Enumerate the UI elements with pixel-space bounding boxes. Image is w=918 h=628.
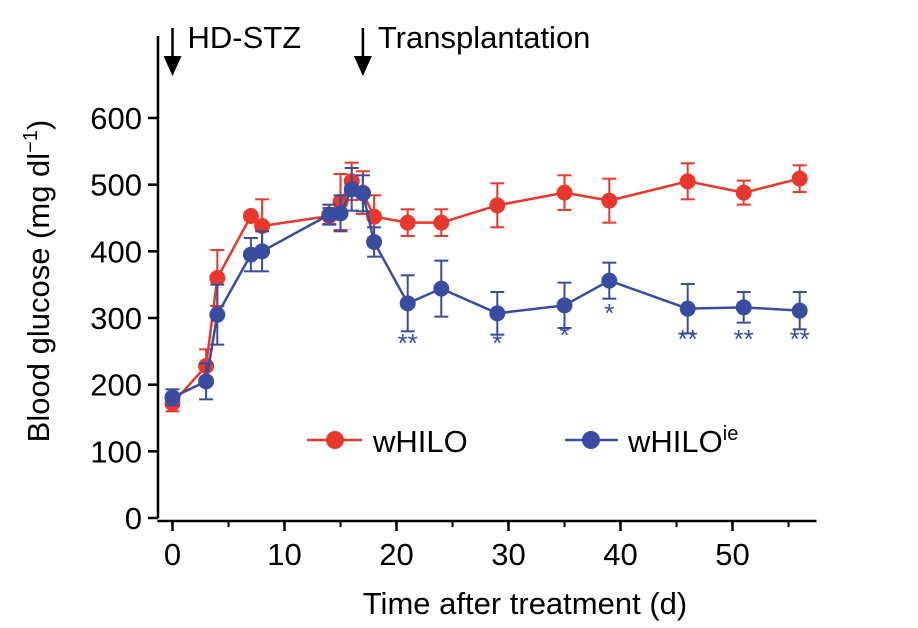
legend-item: wHILOie xyxy=(565,423,738,459)
y-tick-label: 200 xyxy=(90,368,142,403)
data-point xyxy=(399,295,416,312)
data-point xyxy=(679,300,696,317)
legend-marker xyxy=(326,431,344,449)
y-tick-label: 500 xyxy=(90,168,142,203)
series-layer xyxy=(164,161,808,413)
series-line xyxy=(171,177,801,405)
y-axis-title-close: ) xyxy=(21,120,56,130)
annotation-arrow-head xyxy=(353,56,372,76)
series-whilo xyxy=(164,161,808,413)
data-point xyxy=(735,184,752,201)
y-tick-label: 0 xyxy=(125,501,142,536)
y-tick-label: 600 xyxy=(90,101,142,136)
x-tick-label: 20 xyxy=(379,537,413,572)
x-tick-label: 50 xyxy=(715,537,749,572)
data-point xyxy=(601,192,618,209)
data-point xyxy=(489,197,506,214)
legend-label: wHILO xyxy=(372,424,468,459)
data-point xyxy=(556,297,573,314)
data-point xyxy=(254,217,271,234)
significance-marker: ** xyxy=(398,328,418,358)
data-point xyxy=(164,389,181,406)
data-point xyxy=(399,214,416,231)
data-point xyxy=(735,299,752,316)
legend-label-text: wHILO xyxy=(627,424,723,459)
significance-marker: * xyxy=(492,328,502,358)
data-point xyxy=(254,243,271,260)
data-point xyxy=(791,302,808,319)
legend-label-text: wHILO xyxy=(372,424,468,459)
data-point xyxy=(209,306,226,323)
significance-markers: ** * **** ** ** xyxy=(398,298,810,358)
series-whiloie xyxy=(164,166,808,407)
data-point xyxy=(489,305,506,322)
data-point xyxy=(209,269,226,286)
y-axis-title-main: Blood glucose (mg dl xyxy=(21,153,56,443)
annotation-label: Transplantation xyxy=(378,20,591,55)
data-point xyxy=(198,373,215,390)
x-axis-title: Time after treatment (d) xyxy=(363,586,687,621)
x-tick-label: 30 xyxy=(491,537,525,572)
y-tick-label: 400 xyxy=(90,234,142,269)
legend-label-superscript: ie xyxy=(723,423,739,445)
significance-marker: ** xyxy=(678,324,698,354)
y-axis-title: Blood glucose (mg dl−1) xyxy=(20,120,56,443)
significance-marker: * xyxy=(604,298,614,328)
legend-label: wHILOie xyxy=(627,423,738,459)
legend-marker xyxy=(582,431,600,449)
significance-marker: * xyxy=(559,320,569,350)
significance-marker: ** xyxy=(734,324,754,354)
legend: wHILO wHILOie xyxy=(307,423,738,459)
axis-titles: Time after treatment (d) Blood glucose (… xyxy=(20,120,687,621)
x-tick-label: 10 xyxy=(267,537,301,572)
data-point xyxy=(242,207,259,224)
x-tick-label: 40 xyxy=(603,537,637,572)
series-line xyxy=(171,188,800,399)
x-tick-label: 0 xyxy=(164,537,181,572)
annotation-arrow-head xyxy=(163,56,182,76)
data-point xyxy=(354,185,371,202)
legend-item: wHILO xyxy=(307,424,468,459)
y-axis-title-superscript: −1 xyxy=(20,130,42,153)
annotations: HD-STZ Transplantation xyxy=(163,20,591,76)
data-point xyxy=(601,272,618,289)
data-point xyxy=(332,205,349,222)
annotation-label: HD-STZ xyxy=(188,20,302,55)
data-point xyxy=(433,214,450,231)
y-tick-label: 100 xyxy=(90,434,142,469)
data-point xyxy=(679,173,696,190)
significance-marker: ** xyxy=(790,324,810,354)
data-point xyxy=(791,170,808,187)
data-point xyxy=(433,280,450,297)
data-point xyxy=(556,184,573,201)
data-point xyxy=(366,233,383,250)
y-tick-label: 300 xyxy=(90,301,142,336)
axes: 0 100 200 300 400 500 600 0 10 20 30 40 50 xyxy=(90,36,817,572)
